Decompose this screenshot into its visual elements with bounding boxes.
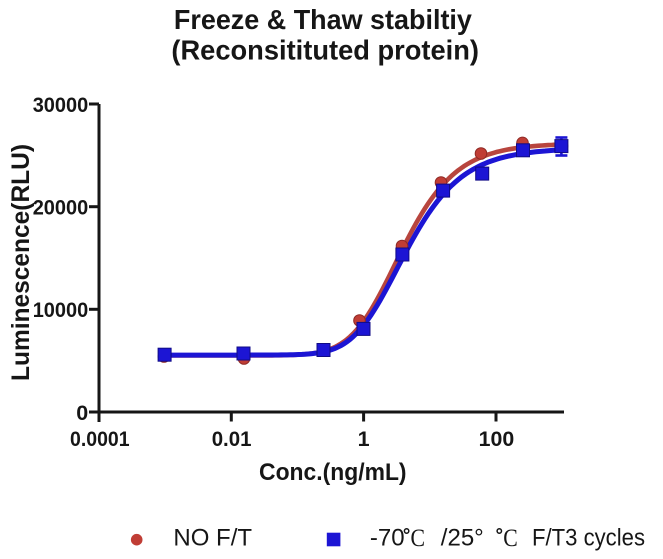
- svg-text:0.01: 0.01: [212, 427, 252, 451]
- svg-text:Luminescence(RLU): Luminescence(RLU): [7, 144, 35, 381]
- svg-text:0.0001: 0.0001: [70, 427, 130, 451]
- svg-text:Freeze & Thaw stabiltiy: Freeze & Thaw stabiltiy: [174, 4, 472, 35]
- svg-text:30000: 30000: [33, 93, 89, 117]
- svg-text:(Reconsitituted protein): (Reconsitituted protein): [171, 35, 479, 66]
- svg-text:20000: 20000: [33, 196, 89, 220]
- svg-text:10000: 10000: [33, 298, 89, 322]
- svg-text:NO F/T: NO F/T: [173, 525, 252, 552]
- svg-text:1: 1: [358, 427, 370, 451]
- svg-text:0: 0: [76, 401, 88, 425]
- svg-text:C: C: [503, 525, 518, 552]
- svg-text:F/T3 cycles: F/T3 cycles: [532, 525, 645, 552]
- svg-text:Conc.(ng/mL): Conc.(ng/mL): [259, 459, 407, 486]
- svg-text:/25°: /25°: [441, 525, 484, 552]
- svg-text:C: C: [411, 525, 426, 552]
- svg-text:100: 100: [479, 427, 515, 451]
- svg-text:-70: -70: [370, 525, 405, 552]
